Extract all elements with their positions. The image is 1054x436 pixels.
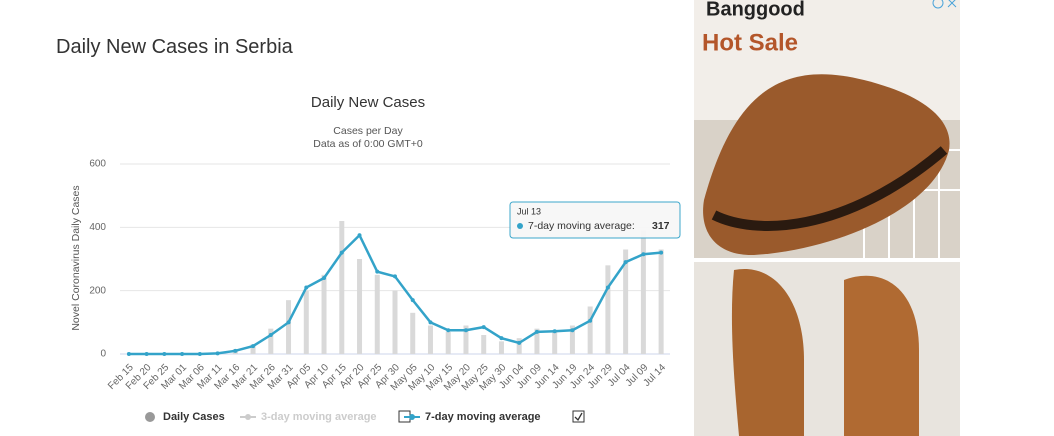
- point: [446, 328, 451, 333]
- bar: [623, 249, 629, 354]
- bar: [463, 325, 469, 354]
- point: [570, 328, 575, 333]
- point: [428, 320, 433, 325]
- chart-title: Daily New Cases: [311, 94, 425, 111]
- point: [393, 274, 397, 279]
- point: [410, 298, 415, 303]
- advertisement[interactable]: Banggood Hot Sale: [694, 0, 960, 436]
- ad-shoe: [703, 74, 950, 256]
- bar: [445, 331, 451, 354]
- bar: [321, 274, 327, 354]
- y-tick-label: 600: [89, 159, 106, 170]
- point: [126, 352, 131, 356]
- point: [162, 352, 167, 356]
- bar: [605, 265, 611, 354]
- tooltip-value: 317: [652, 220, 670, 232]
- page-heading: Daily New Cases in Serbia: [56, 36, 293, 58]
- point: [251, 344, 256, 349]
- point: [463, 328, 468, 333]
- bar: [303, 290, 309, 354]
- tooltip: Jul 13 7-day moving average: 317: [509, 201, 681, 239]
- point: [286, 320, 291, 325]
- point: [659, 250, 664, 255]
- tooltip-date: Jul 13: [517, 206, 541, 216]
- point: [641, 252, 646, 257]
- bar: [250, 344, 256, 354]
- y-axis-label: Novel Coronavirus Daily Cases: [70, 185, 82, 330]
- point: [517, 340, 522, 345]
- tooltip-label: 7-day moving average:: [528, 220, 635, 232]
- y-tick-label: 200: [89, 285, 106, 296]
- bar: [498, 341, 504, 354]
- ad-info-icon[interactable]: [932, 0, 944, 9]
- bar: [286, 300, 292, 354]
- ad-headline: Hot Sale: [702, 29, 798, 56]
- point: [180, 352, 185, 356]
- point: [588, 318, 593, 323]
- legend-checkbox[interactable]: [572, 410, 585, 423]
- bar: [374, 274, 380, 354]
- point: [197, 352, 202, 356]
- legend-symbol: [145, 412, 155, 422]
- bar: [516, 338, 522, 354]
- ad-sole: [711, 146, 948, 231]
- bar: [534, 328, 540, 354]
- checkmark: [574, 412, 583, 422]
- bar: [658, 249, 664, 354]
- bar: [569, 325, 575, 354]
- tooltip-marker: [517, 223, 523, 229]
- legend-label[interactable]: 3-day moving average: [261, 411, 377, 423]
- bar: [587, 306, 593, 354]
- point: [233, 348, 238, 353]
- legend-label[interactable]: 7-day moving average: [425, 411, 541, 423]
- chart-subtitle: Cases per Day: [333, 125, 403, 137]
- point: [144, 352, 149, 356]
- y-tick-label: 400: [89, 222, 106, 233]
- legend-symbol: [245, 414, 251, 420]
- point: [552, 329, 557, 334]
- chart: Daily New Cases Cases per Day Data as of…: [70, 94, 681, 423]
- bar: [339, 221, 345, 354]
- bar: [410, 312, 416, 354]
- bar: [357, 259, 363, 354]
- point: [268, 333, 273, 337]
- chart-subtitle: Data as of 0:00 GMT+0: [313, 138, 423, 150]
- bar: [640, 230, 646, 354]
- point: [304, 285, 309, 290]
- point: [499, 336, 504, 341]
- bar: [392, 290, 398, 354]
- point: [357, 233, 362, 238]
- point: [322, 276, 327, 280]
- point: [534, 329, 539, 334]
- bar: [427, 325, 433, 354]
- bar: [481, 335, 487, 354]
- point: [339, 250, 344, 255]
- point: [215, 351, 220, 356]
- point: [375, 269, 380, 274]
- ad-shoe: [844, 275, 919, 436]
- point: [623, 260, 628, 265]
- ad-shoe: [731, 268, 804, 436]
- legend-label[interactable]: Daily Cases: [163, 411, 225, 423]
- y-tick-label: 0: [100, 349, 106, 360]
- point: [481, 325, 486, 330]
- bar: [268, 328, 274, 354]
- bar: [552, 331, 558, 354]
- ad-brand: Banggood: [706, 0, 805, 20]
- legend-symbol: [409, 414, 415, 420]
- point: [605, 285, 610, 290]
- tooltip-box: [509, 201, 681, 239]
- ad-close-icon[interactable]: [947, 0, 957, 8]
